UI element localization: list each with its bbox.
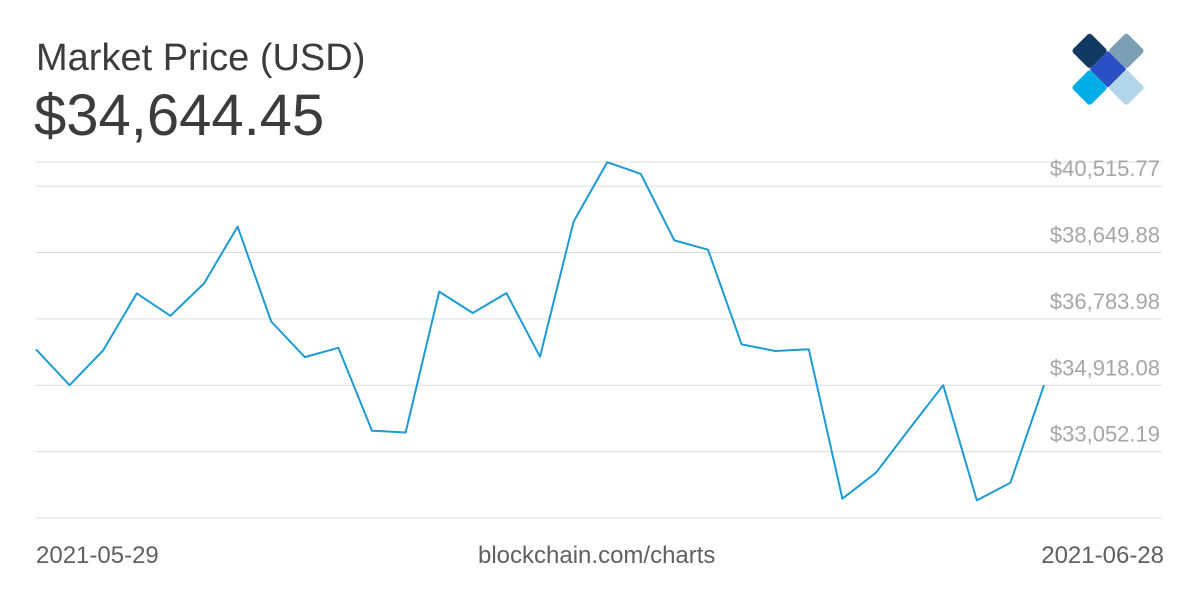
price-series-line [35, 161, 1045, 502]
y-tick-label: $40,515.77 [1050, 156, 1160, 181]
logo-square-bottom [1072, 70, 1107, 105]
series-layer [35, 161, 1045, 502]
blockchain-logo-icon [1072, 33, 1144, 105]
source-link[interactable]: blockchain.com/charts [478, 542, 716, 569]
y-tick-label: $36,783.98 [1050, 289, 1160, 314]
chart-title: Market Price (USD) [36, 37, 366, 79]
start-date-label: 2021-05-29 [36, 542, 159, 569]
y-tick-label: $38,649.88 [1050, 223, 1160, 248]
logo-square-top [1109, 33, 1144, 69]
y-axis-tick-labels: $33,052.19 $34,918.08 $36,783.98 $38,649.88… [1050, 156, 1160, 446]
current-price: $34,644.45 [34, 83, 325, 148]
logo-square-left [1072, 33, 1107, 69]
end-date-label: 2021-06-28 [1041, 542, 1164, 569]
y-tick-label: $34,918.08 [1050, 355, 1160, 380]
grid-lines [36, 161, 1162, 519]
logo-square-right [1109, 70, 1144, 105]
logo-square-center [1089, 50, 1127, 88]
y-tick-label: $33,052.19 [1050, 422, 1160, 447]
